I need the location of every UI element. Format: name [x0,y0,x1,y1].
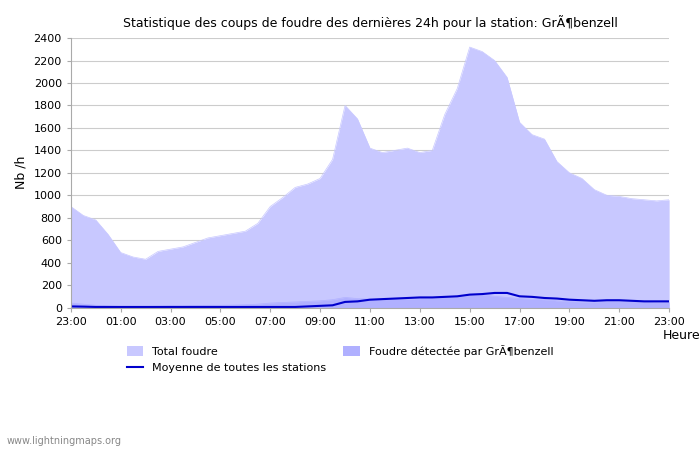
X-axis label: Heure: Heure [662,329,700,342]
Title: Statistique des coups de foudre des dernières 24h pour la station: GrÃ¶benzell: Statistique des coups de foudre des dern… [122,15,617,30]
Text: www.lightningmaps.org: www.lightningmaps.org [7,436,122,446]
Y-axis label: Nb /h: Nb /h [15,156,28,189]
Legend: Total foudre, Moyenne de toutes les stations, Foudre détectée par GrÃ¶benzell: Total foudre, Moyenne de toutes les stat… [122,340,558,378]
